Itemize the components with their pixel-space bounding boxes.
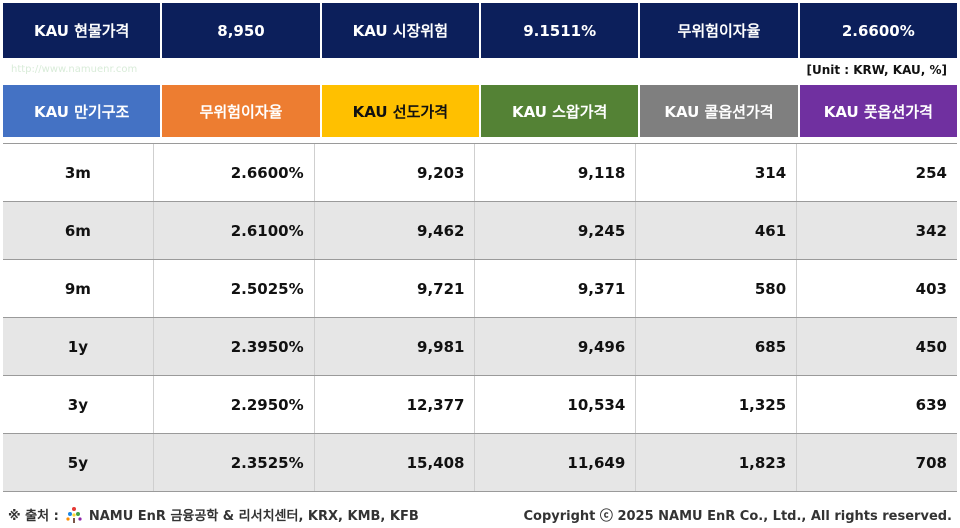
swap-cell: 9,118: [475, 144, 637, 201]
rate-cell: 2.3950%: [154, 318, 315, 375]
forward-cell: 9,203: [315, 144, 476, 201]
forward-cell: 9,462: [315, 202, 476, 259]
maturity-cell: 5y: [3, 434, 154, 491]
header-put-option-price: KAU 풋옵션가격: [799, 85, 957, 137]
rate-cell: 2.3525%: [154, 434, 315, 491]
rate-cell: 2.2950%: [154, 376, 315, 433]
meta-row: http://www.namuenr.com [Unit : KRW, KAU,…: [3, 60, 957, 82]
header-call-option-price: KAU 콜옵션가격: [640, 85, 798, 137]
call-cell: 1,325: [636, 376, 798, 433]
watermark-url: http://www.namuenr.com: [11, 64, 138, 75]
maturity-cell: 3y: [3, 376, 154, 433]
market-risk-value: 9.1511%: [480, 3, 639, 58]
forward-cell: 9,721: [315, 260, 476, 317]
header-maturity: KAU 만기구조: [3, 85, 161, 137]
table-row: 5y 2.3525% 15,408 11,649 1,823 708: [3, 434, 957, 492]
table-row: 3y 2.2950% 12,377 10,534 1,325 639: [3, 376, 957, 434]
summary-bar: KAU 현물가격 8,950 KAU 시장위험 9.1511% 무위험이자율 2…: [3, 3, 957, 58]
call-cell: 1,823: [636, 434, 798, 491]
put-cell: 708: [915, 453, 947, 472]
risk-free-rate-label: 무위험이자율: [640, 3, 798, 58]
table-header: KAU 만기구조 무위험이자율 KAU 선도가격 KAU 스왑가격 KAU 콜옵…: [3, 85, 957, 137]
call-cell: 580: [636, 260, 798, 317]
header-risk-free-rate: 무위험이자율: [162, 85, 320, 137]
rate-cell: 2.6600%: [154, 144, 315, 201]
table-row: 6m 2.6100% 9,462 9,245 461 342: [3, 202, 957, 260]
forward-cell: 15,408: [315, 434, 476, 491]
put-cell: 254: [915, 163, 947, 182]
swap-cell: 11,649: [475, 434, 637, 491]
market-risk-label: KAU 시장위험: [321, 3, 479, 58]
maturity-cell: 1y: [3, 318, 154, 375]
unit-label: [Unit : KRW, KAU, %]: [806, 63, 947, 77]
put-cell: 639: [915, 395, 947, 414]
swap-cell: 9,245: [475, 202, 637, 259]
swap-cell: 9,496: [475, 318, 637, 375]
table-row: 9m 2.5025% 9,721 9,371 580 403: [3, 260, 957, 318]
copyright: Copyright ⓒ 2025 NAMU EnR Co., Ltd., All…: [523, 509, 953, 524]
rate-cell: 2.6100%: [154, 202, 315, 259]
call-cell: 314: [636, 144, 798, 201]
swap-cell: 10,534: [475, 376, 637, 433]
maturity-cell: 6m: [3, 202, 154, 259]
put-cell: 342: [915, 221, 947, 240]
namu-tree-logo-icon: [65, 506, 83, 524]
source-text: NAMU EnR 금융공학 & 리서치센터, KRX, KMB, KFB: [88, 509, 419, 524]
put-cell: 403: [915, 279, 947, 298]
forward-cell: 12,377: [315, 376, 476, 433]
price-table: 3m 2.6600% 9,203 9,118 314 254 6m 2.6100…: [3, 143, 957, 492]
call-cell: 461: [636, 202, 798, 259]
footer: ※ 출처 : NAMU EnR 금융공학 & 리서치센터, KRX, KMB, …: [0, 500, 960, 528]
header-swap-price: KAU 스왑가격: [480, 85, 639, 137]
maturity-cell: 9m: [3, 260, 154, 317]
maturity-cell: 3m: [3, 144, 154, 201]
table-row: 1y 2.3950% 9,981 9,496 685 450: [3, 318, 957, 376]
swap-cell: 9,371: [475, 260, 637, 317]
source-prefix: ※ 출처 :: [8, 509, 59, 524]
source-note: ※ 출처 : NAMU EnR 금융공학 & 리서치센터, KRX, KMB, …: [8, 505, 419, 524]
header-forward-price: KAU 선도가격: [321, 85, 479, 137]
rate-cell: 2.5025%: [154, 260, 315, 317]
spot-price-value: 8,950: [162, 3, 320, 58]
forward-cell: 9,981: [315, 318, 476, 375]
call-cell: 685: [636, 318, 798, 375]
spot-price-label: KAU 현물가격: [3, 3, 161, 58]
put-cell: 450: [915, 337, 947, 356]
table-row: 3m 2.6600% 9,203 9,118 314 254: [3, 144, 957, 202]
risk-free-rate-value: 2.6600%: [799, 3, 957, 58]
